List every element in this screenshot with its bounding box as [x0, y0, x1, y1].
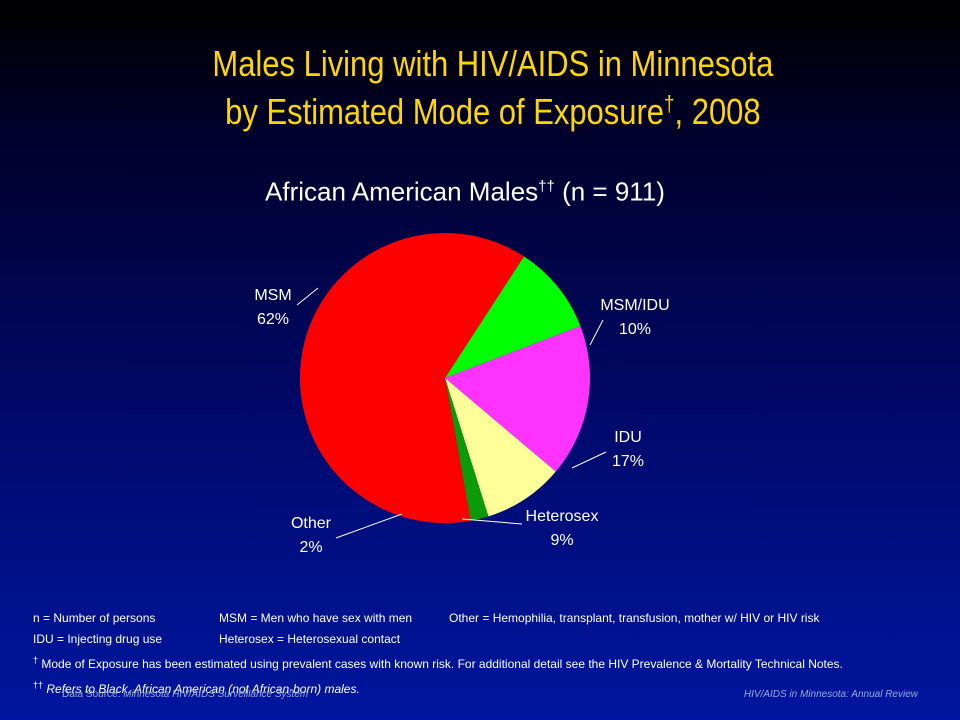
slice-category-label: Heterosex: [526, 508, 599, 525]
leader-line: [296, 287, 319, 306]
pie-slice-heterosex: [445, 378, 556, 517]
title-line-1: Males Living with HIV/AIDS in Minnesota: [212, 43, 774, 84]
slice-category-label: Other: [291, 515, 332, 532]
slice-category-label: IDU: [614, 429, 642, 446]
footnotes: n = Number of persons MSM = Men who have …: [33, 608, 943, 700]
footer-source: Data Source: Minnesota HIV/AIDS Surveill…: [62, 689, 309, 700]
pie-slice-msm-idu: [445, 256, 581, 378]
dagger-mark: †: [663, 91, 675, 116]
slice-value-label: 10%: [619, 321, 651, 338]
notes-row-2: IDU = Injecting drug use Heterosex = Hete…: [33, 632, 401, 646]
slice-value-label: 2%: [299, 539, 322, 556]
chart-title: African American Males†† (n = 911): [265, 176, 665, 207]
notes-row-1: n = Number of persons MSM = Men who have …: [33, 611, 820, 625]
leader-line: [461, 518, 523, 525]
slice-category-label: MSM/IDU: [600, 297, 669, 314]
notes-row-3: † Mode of Exposure has been estimated us…: [33, 655, 843, 671]
slice-value-label: 62%: [257, 311, 289, 328]
title-line-2: by Estimated Mode of Exposure†, 2008: [225, 91, 761, 132]
notes-row-4: †† Refers to Black, African American (no…: [33, 680, 360, 696]
slice-value-label: 9%: [550, 532, 573, 549]
double-dagger-mark: ††: [538, 178, 555, 195]
pie-slice-msm: [300, 232, 524, 523]
pie-slice-idu: [445, 326, 591, 472]
slice-category-label: MSM: [254, 287, 291, 304]
slide-title: Males Living with HIV/AIDS in Minnesota …: [67, 44, 918, 132]
pie-slice-other: [445, 378, 489, 521]
leader-line: [589, 319, 604, 346]
slice-value-label: 17%: [612, 453, 644, 470]
footer-title: HIV/AIDS in Minnesota: Annual Review: [743, 689, 918, 700]
leader-line: [335, 513, 403, 539]
leader-line: [571, 451, 607, 469]
